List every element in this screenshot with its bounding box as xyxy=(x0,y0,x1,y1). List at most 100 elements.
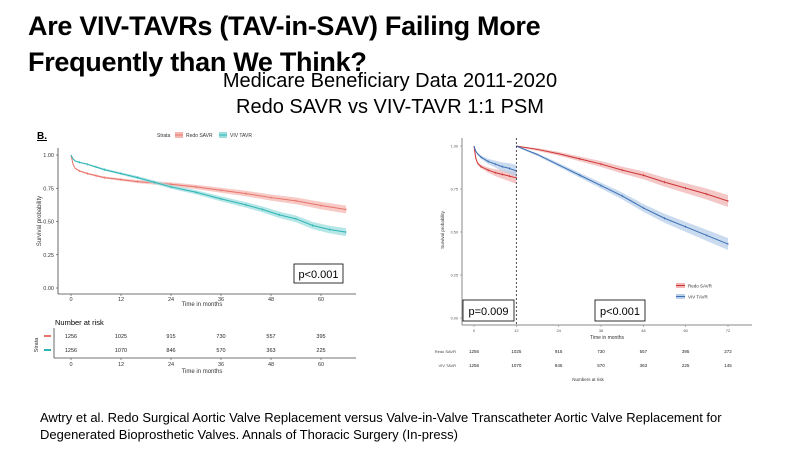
left-y-tick-label: 0.00 xyxy=(43,286,54,292)
right-p-value-box-early xyxy=(462,299,515,322)
left-risk-cell-redo-savr: 1025 xyxy=(115,334,127,340)
left-risk-key-viv-tavr xyxy=(44,349,51,351)
right-risk-cell-viv-tavr: 846 xyxy=(555,363,563,368)
right-ci-band-viv-tavr-1 xyxy=(474,146,517,177)
right-risk-cell-redo-savr: 557 xyxy=(640,349,648,354)
right-risk-table-title: Numbers at risk xyxy=(572,377,604,382)
left-risk-cell-viv-tavr: 846 xyxy=(166,348,175,354)
left-risk-x-tick-label: 0 xyxy=(69,362,72,368)
left-risk-cell-viv-tavr: 1256 xyxy=(65,348,77,354)
right-risk-cell-redo-savr: 730 xyxy=(597,349,605,354)
left-y-tick-label: 1.00 xyxy=(43,153,54,159)
right-risk-cell-viv-tavr: 1256 xyxy=(469,363,480,368)
left-risk-x-tick-label: 60 xyxy=(318,362,324,368)
right-risk-row-label-viv-tavr: VIV TAVR xyxy=(438,363,456,368)
right-y-tick-label: 0.50 xyxy=(451,231,458,235)
left-p-value: p<0.001 xyxy=(298,269,338,281)
left-risk-x-tick-label: 24 xyxy=(168,362,174,368)
left-risk-key-redo-savr xyxy=(44,335,51,337)
right-risk-cell-redo-savr: 272 xyxy=(724,349,732,354)
right-legend: Redo SAVR VIV TAVR xyxy=(676,283,713,300)
left-x-tick-label: 0 xyxy=(69,297,72,303)
left-x-tick-label: 60 xyxy=(318,297,324,303)
left-legend-title: Strata xyxy=(157,133,171,139)
right-risk-cell-viv-tavr: 225 xyxy=(682,363,690,368)
left-legend-label-redo-savr: Redo SAVR xyxy=(186,133,213,139)
right-risk-cell-viv-tavr: 145 xyxy=(724,363,732,368)
right-y-tick-label: 0.00 xyxy=(451,317,458,321)
right-y-tick-label: 0.25 xyxy=(451,274,458,278)
right-x-tick-label: 12 xyxy=(514,328,519,333)
citation-line-2: Degenerated Bioprosthetic Valves. Annals… xyxy=(40,427,458,442)
left-risk-cell-viv-tavr: 570 xyxy=(216,348,225,354)
left-survival-curve-viv-tavr-1 xyxy=(70,154,347,233)
left-ci-band-redo-savr-0 xyxy=(71,155,346,214)
left-y-ticks: 0.00 0.25 0.50 0.75 1.00 xyxy=(43,153,58,292)
right-x-tick-label: 0 xyxy=(473,328,476,333)
right-risk-rows: Redo SAVR 1256 1025 915 730 557 395 272 VIV TAVR… xyxy=(435,349,733,368)
left-risk-x-tick-label: 36 xyxy=(218,362,224,368)
right-x-ticks: 0 12 24 36 48 60 72 xyxy=(473,325,731,333)
right-risk-cell-viv-tavr: 1070 xyxy=(511,363,522,368)
right-x-tick-label: 60 xyxy=(683,328,688,333)
left-risk-cell-viv-tavr: 1070 xyxy=(115,348,127,354)
right-y-axis-label: Survival probability xyxy=(440,210,445,249)
left-risk-strata-label: Strata xyxy=(34,337,40,353)
left-x-axis-label: Time in months xyxy=(182,302,223,308)
left-risk-x-ticks: 0 12 24 36 48 60 xyxy=(69,358,324,368)
left-risk-cell-redo-savr: 395 xyxy=(316,334,325,340)
right-risk-cell-viv-tavr: 570 xyxy=(597,363,605,368)
citation-line-1: Awtry et al. Redo Surgical Aortic Valve … xyxy=(40,410,722,425)
left-legend-label-viv-tavr: VIV TAVR xyxy=(230,133,252,139)
right-km-chart: 0.00 0.25 0.50 0.75 1.00 0 12 24 36 48 60 72 Survi… xyxy=(435,138,752,382)
left-x-ticks: 0 12 24 36 48 60 xyxy=(69,294,324,303)
right-x-tick-label: 72 xyxy=(726,328,731,333)
right-risk-cell-redo-savr: 915 xyxy=(555,349,563,354)
left-risk-x-tick-label: 12 xyxy=(118,362,124,368)
left-x-tick-label: 48 xyxy=(268,297,274,303)
right-risk-cell-viv-tavr: 363 xyxy=(640,363,648,368)
right-risk-cell-redo-savr: 1025 xyxy=(511,349,522,354)
right-y-ticks: 0.00 0.25 0.50 0.75 1.00 xyxy=(451,145,462,321)
left-y-tick-label: 0.75 xyxy=(43,186,54,192)
left-risk-cell-viv-tavr: 363 xyxy=(266,348,275,354)
left-risk-cell-redo-savr: 1256 xyxy=(65,334,77,340)
left-survival-curve-redo-savr-0 xyxy=(70,154,347,211)
left-p-value-box xyxy=(293,263,344,284)
left-legend: Strata Redo SAVR VIV TAVR xyxy=(157,132,252,139)
slide-title-line-2: Frequently than We Think? xyxy=(28,47,367,77)
left-y-tick-label: 0.25 xyxy=(43,253,54,259)
left-risk-cell-viv-tavr: 225 xyxy=(316,348,325,354)
slide-title: Are VIV-TAVRs (TAV-in-SAV) Failing More … xyxy=(28,8,541,80)
right-y-tick-label: 0.75 xyxy=(451,188,458,192)
right-ci-band-viv-tavr-3 xyxy=(516,146,728,251)
left-x-tick-label: 12 xyxy=(118,297,124,303)
panel-label: B. xyxy=(37,131,47,142)
left-series xyxy=(70,154,347,237)
left-risk-x-axis-label: Time in months xyxy=(182,369,223,375)
left-risk-x-tick-label: 48 xyxy=(268,362,274,368)
left-risk-table-title: Number at risk xyxy=(55,318,104,327)
right-p-value-late: p<0.001 xyxy=(600,306,640,318)
right-legend-label-redo-savr: Redo SAVR xyxy=(688,284,713,289)
slide-subtitle-line-2: Redo SAVR vs VIV-TAVR 1:1 PSM xyxy=(236,96,544,118)
slide-title-line-1: Are VIV-TAVRs (TAV-in-SAV) Failing More xyxy=(28,11,541,41)
left-risk-cell-redo-savr: 557 xyxy=(266,334,275,340)
right-risk-row-label-redo-savr: Redo SAVR xyxy=(435,349,456,354)
right-ci-band-redo-savr-0 xyxy=(474,146,517,184)
right-p-value-early: p=0.009 xyxy=(468,306,508,318)
left-x-tick-label: 24 xyxy=(168,297,174,303)
right-x-tick-label: 36 xyxy=(599,328,604,333)
left-y-tick-label: 0.50 xyxy=(43,220,54,226)
left-risk-cell-redo-savr: 730 xyxy=(216,334,225,340)
left-x-tick-label: 36 xyxy=(218,297,224,303)
right-legend-label-viv-tavr: VIV TAVR xyxy=(688,295,709,300)
right-y-tick-label: 1.00 xyxy=(451,145,458,149)
right-x-tick-label: 24 xyxy=(556,328,561,333)
right-x-axis-label: Time in months xyxy=(590,335,624,341)
left-risk-rows: 1256 1025 915 730 557 395 1256 1070 846 570 363 225 xyxy=(65,334,326,354)
left-risk-cell-redo-savr: 915 xyxy=(166,334,175,340)
right-series xyxy=(473,145,729,251)
left-km-chart: B. Strata Redo SAVR VIV TAVR 0.00 0.25 0.5… xyxy=(34,131,356,375)
